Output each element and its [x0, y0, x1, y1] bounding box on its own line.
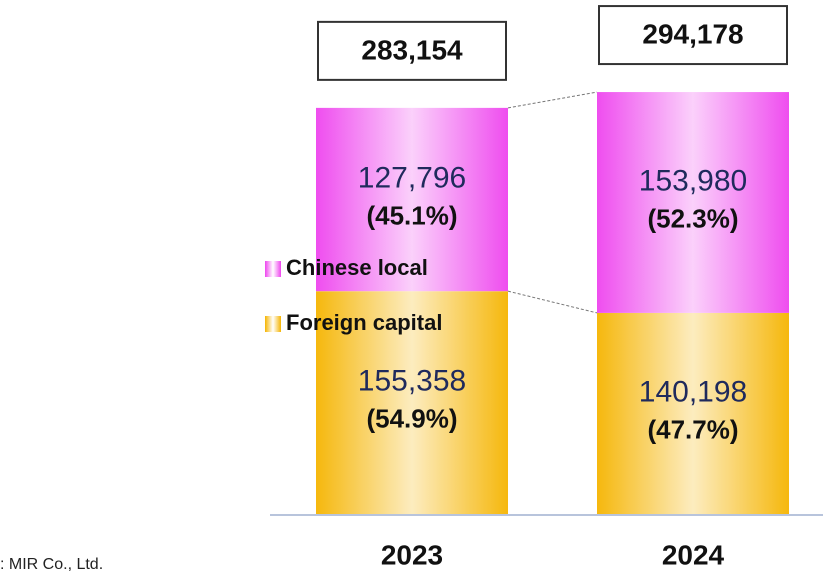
share-label: (52.3%): [647, 203, 738, 233]
legend-swatch: [265, 261, 281, 277]
legend-label: Chinese local: [286, 255, 428, 280]
value-label: 153,980: [639, 164, 747, 197]
total-box: [598, 5, 788, 66]
value-label: 140,198: [639, 375, 747, 408]
x-tick-label: 2023: [381, 539, 443, 570]
bar-segment-shade: [597, 312, 789, 514]
source-note: : MIR Co., Ltd.: [0, 556, 103, 573]
total-label: 294,178: [642, 18, 743, 49]
bar-segment-shade: [316, 107, 508, 292]
total-box: [317, 20, 507, 81]
connector-line: [507, 91, 598, 109]
share-label: (47.7%): [647, 414, 738, 444]
value-label: 155,358: [358, 365, 466, 398]
connector-line: [507, 290, 598, 314]
share-label: (45.1%): [366, 200, 457, 230]
total-label: 283,154: [361, 34, 463, 65]
x-tick-label: 2024: [662, 539, 725, 570]
bar-segment-shade: [597, 92, 789, 313]
share-label: (54.9%): [366, 403, 457, 433]
legend-swatch: [265, 316, 281, 332]
legend-label: Foreign capital: [286, 310, 442, 335]
value-label: 127,796: [358, 161, 466, 194]
bar-segment-shade: [316, 291, 508, 514]
